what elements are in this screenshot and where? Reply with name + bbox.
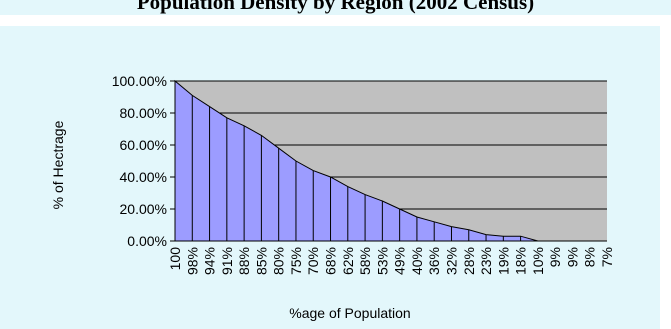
x-tick-label: 75% — [288, 247, 304, 275]
x-tick-label: 10% — [530, 247, 546, 275]
x-tick-label: 53% — [374, 247, 390, 275]
x-tick-label: 68% — [323, 247, 339, 275]
x-tick-label: 18% — [513, 247, 529, 275]
x-tick-label: 9% — [547, 247, 563, 267]
x-tick-label: 7% — [599, 247, 615, 267]
x-tick-label: 98% — [184, 247, 200, 275]
x-tick-label: 100 — [167, 247, 183, 271]
x-tick-label: 88% — [236, 247, 252, 275]
chart-title: Population Density by Region (2002 Censu… — [136, 0, 535, 14]
y-tick-labels: 100.00% 80.00% 60.00% 40.00% 20.00% 0.00% — [112, 73, 175, 249]
y-tick-label: 0.00% — [127, 233, 167, 249]
x-tick-labels: 100 98% 94% 91% 88% 85% 80% 75% 70% 68% 62% 58% 53% 4… — [167, 247, 615, 275]
x-tick-label: 28% — [461, 247, 477, 275]
x-tick-label: 62% — [340, 247, 356, 275]
y-tick-label: 20.00% — [120, 201, 167, 217]
drop-lines — [191, 95, 522, 241]
x-tick-label: 80% — [271, 247, 287, 275]
x-tick-label: 58% — [357, 247, 373, 275]
top-border — [0, 15, 671, 26]
x-tick-label: 36% — [426, 247, 442, 275]
x-tick-label: 49% — [392, 247, 408, 275]
x-tick-label: 19% — [495, 247, 511, 275]
x-tick-label: 85% — [253, 247, 269, 275]
x-tick-label: 91% — [219, 247, 235, 275]
x-tick-label: 40% — [409, 247, 425, 275]
right-border — [660, 15, 671, 329]
x-tick-label: 8% — [582, 247, 598, 267]
y-tick-label: 80.00% — [120, 105, 167, 121]
y-tick-label: 40.00% — [120, 169, 167, 185]
x-axis-label: %age of Population — [289, 305, 410, 321]
y-tick-label: 100.00% — [112, 73, 167, 89]
x-tick-label: 32% — [443, 247, 459, 275]
x-tick-label: 9% — [564, 247, 580, 267]
x-tick-label: 70% — [305, 247, 321, 275]
y-axis-label: % of Hectrage — [50, 120, 66, 209]
x-tick-label: 23% — [478, 247, 494, 275]
x-tick-label: 94% — [202, 247, 218, 275]
y-tick-label: 60.00% — [120, 137, 167, 153]
